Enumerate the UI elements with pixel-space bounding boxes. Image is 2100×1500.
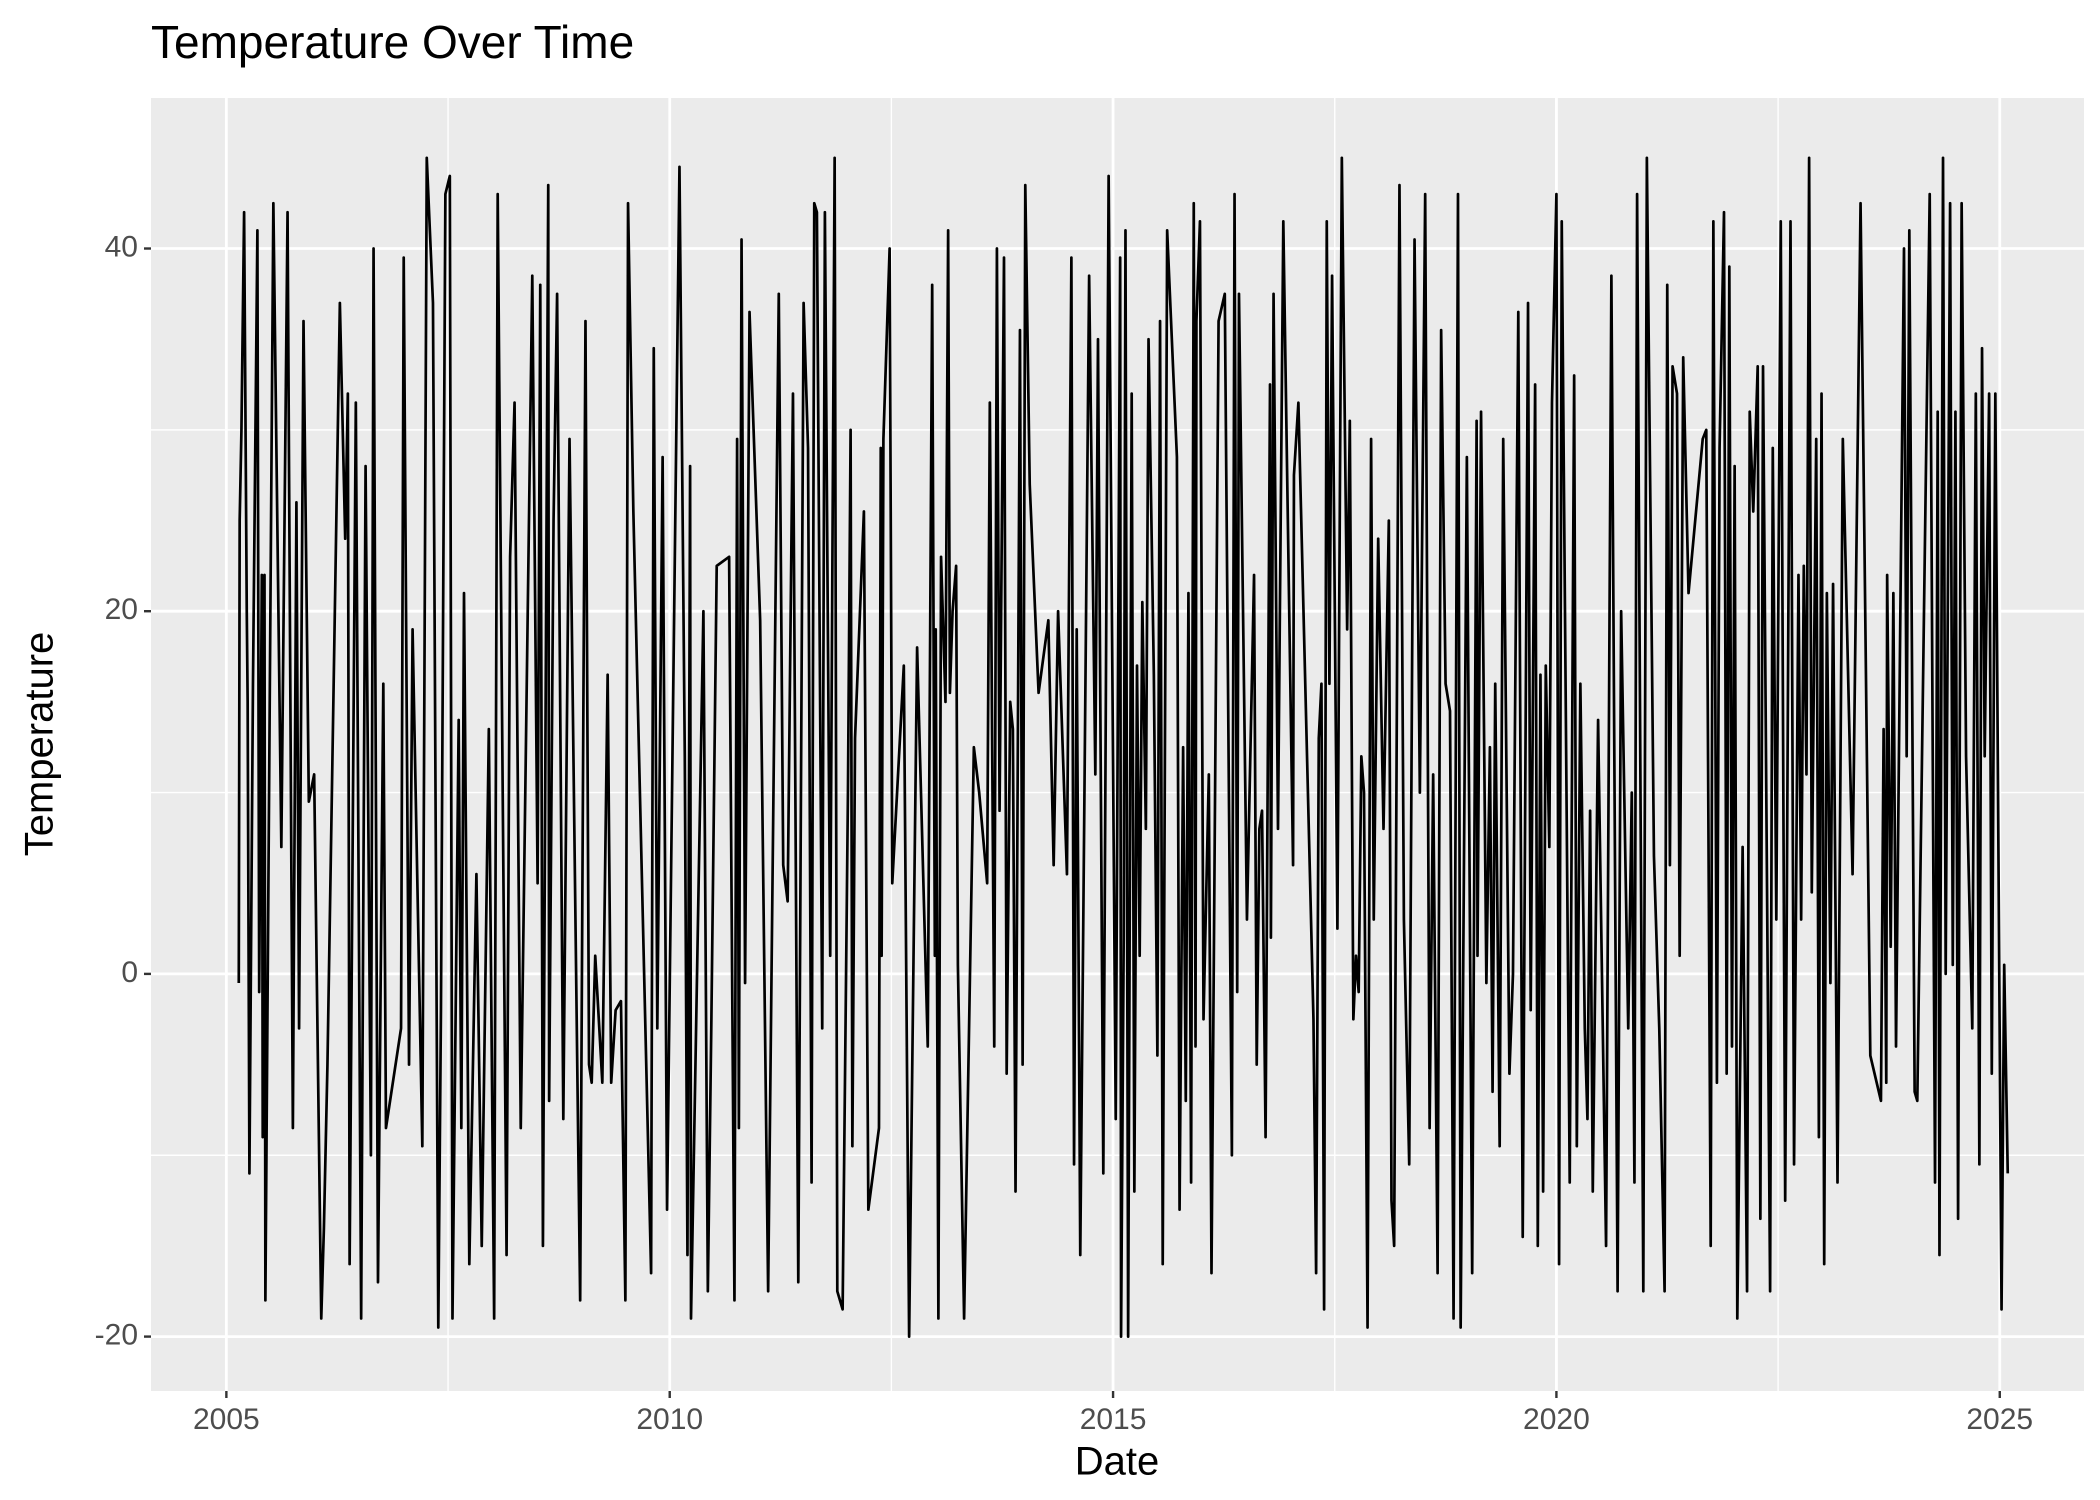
x-tick-label: 2015 [1080, 1403, 1147, 1436]
y-tick-label: -20 [95, 1319, 138, 1352]
x-tick-label: 2020 [1523, 1403, 1590, 1436]
x-tick-label: 2010 [636, 1403, 703, 1436]
y-tick-label: 20 [105, 593, 138, 626]
x-axis-title: Date [1075, 1440, 1160, 1484]
y-tick-label: 40 [105, 230, 138, 263]
y-tick-label: 0 [121, 956, 138, 989]
x-tick-label: 2005 [193, 1403, 260, 1436]
data-line [237, 156, 2010, 1338]
y-axis-title: Temperature [18, 632, 62, 857]
x-tick-label: 2025 [1966, 1403, 2033, 1436]
chart-title: Temperature Over Time [151, 16, 634, 68]
